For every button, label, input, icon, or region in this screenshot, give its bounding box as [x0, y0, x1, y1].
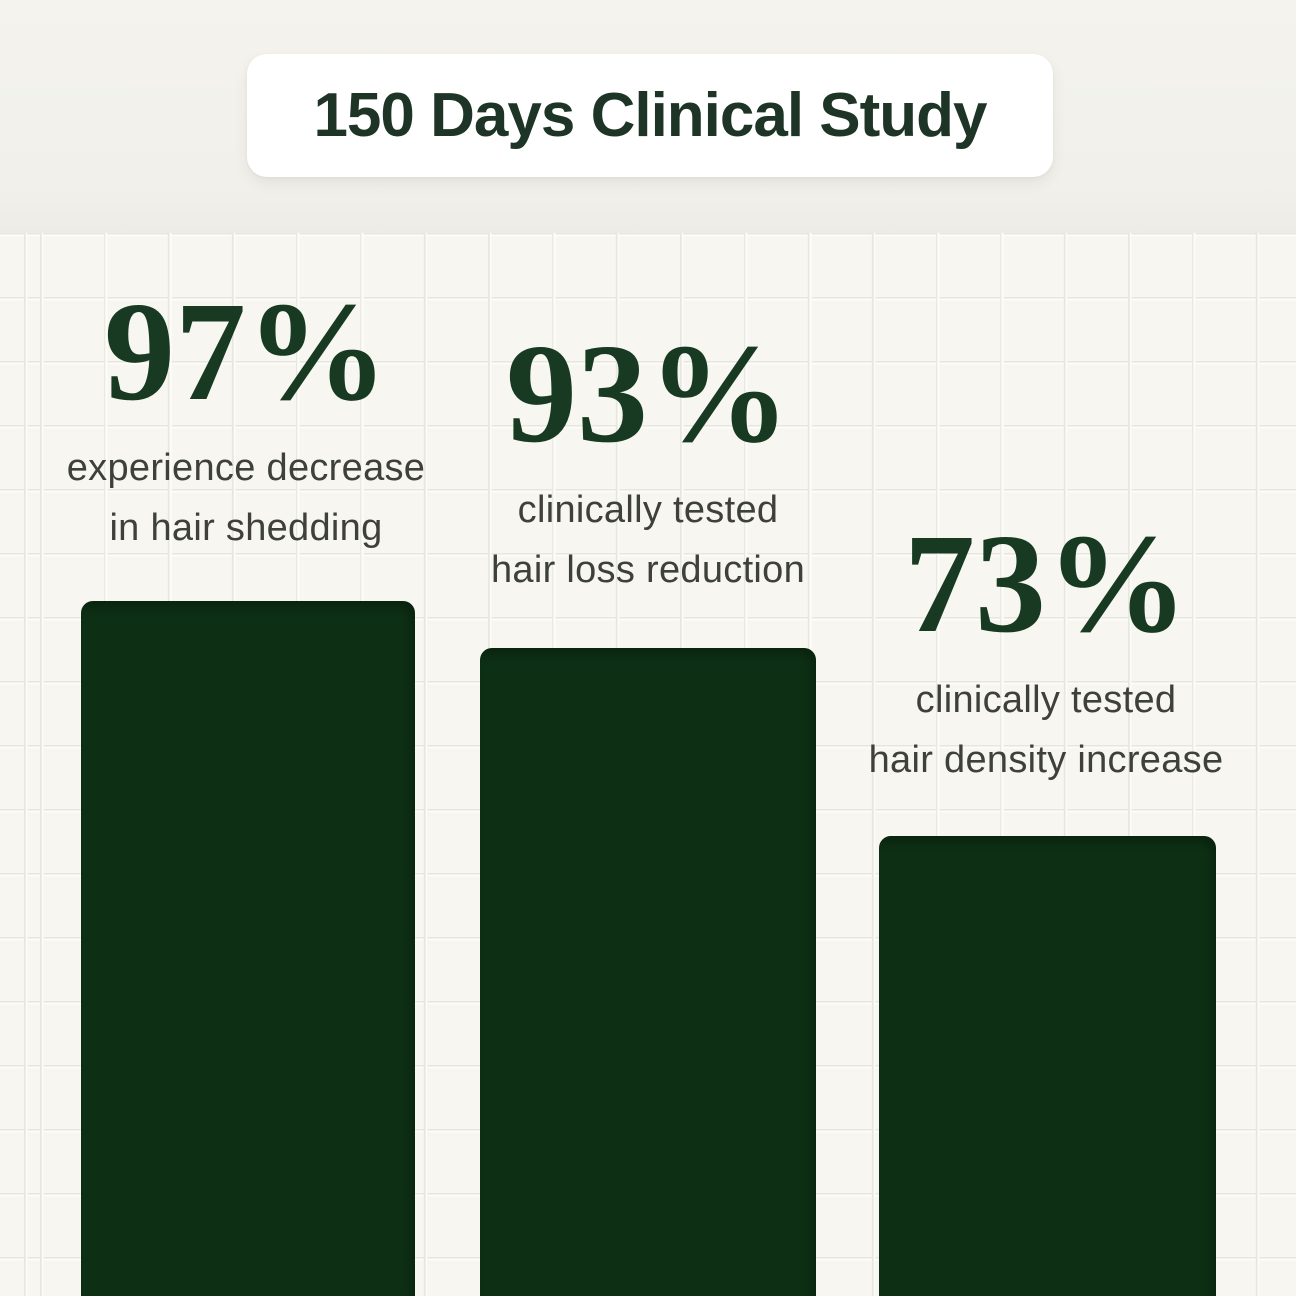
- stat-group-hair-density-increase: 73% clinically tested hair density incre…: [816, 512, 1276, 790]
- stat-value-93: 93%: [506, 314, 790, 472]
- stat-group-hair-shedding: 97% experience decrease in hair shedding: [16, 280, 476, 558]
- title-card: 150 Days Clinical Study: [247, 54, 1053, 177]
- page-title: 150 Days Clinical Study: [313, 81, 987, 150]
- stat-label-line2: hair density increase: [868, 739, 1224, 781]
- bar-hair-density-increase-73: [879, 836, 1216, 1296]
- stat-value-97: 97%: [104, 272, 388, 430]
- stat-label-hair-loss-reduction: clinically tested hair loss reduction: [418, 480, 878, 600]
- stat-group-hair-loss-reduction: 93% clinically tested hair loss reductio…: [418, 322, 878, 600]
- stat-value-73: 73%: [904, 504, 1188, 662]
- bar-hair-loss-reduction-93: [480, 648, 816, 1296]
- stat-label-line2: hair loss reduction: [490, 549, 806, 591]
- stat-label-line1: clinically tested: [517, 489, 779, 531]
- stat-label-hair-shedding: experience decrease in hair shedding: [16, 438, 476, 558]
- bar-hair-shedding-97: [81, 601, 415, 1296]
- stat-label-line2: in hair shedding: [109, 507, 383, 549]
- stat-label-line1: clinically tested: [915, 679, 1177, 721]
- stat-label-hair-density-increase: clinically tested hair density increase: [816, 670, 1276, 790]
- stat-label-line1: experience decrease: [66, 447, 426, 489]
